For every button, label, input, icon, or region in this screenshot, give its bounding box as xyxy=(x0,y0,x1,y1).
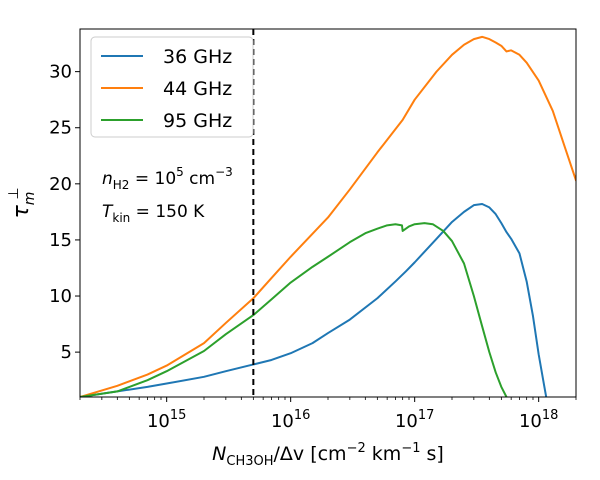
series-line-95-ghz xyxy=(80,222,508,397)
annotations: nH2 = 105 cm−3 Tkin = 150 K xyxy=(102,165,233,225)
legend-label: 36 GHz xyxy=(163,46,232,68)
y-tick-label: 20 xyxy=(49,174,72,195)
x-tick-label: 1016 xyxy=(271,408,310,432)
y-tick-label: 10 xyxy=(49,286,72,307)
y-tick-label: 25 xyxy=(49,118,72,139)
x-axis-title: NCH3OH/Δv [cm−2 km−1 s] xyxy=(212,441,444,469)
y-axis-title: τm⊥ xyxy=(6,187,38,218)
legend-label: 44 GHz xyxy=(163,78,232,100)
y-tick-label: 30 xyxy=(49,62,72,83)
density-annotation: nH2 = 105 cm−3 xyxy=(102,165,233,192)
series-line-36-ghz xyxy=(80,203,548,397)
legend-box xyxy=(90,36,254,138)
x-tick-label: 1017 xyxy=(395,408,434,432)
legend: 36 GHz 44 GHz 95 GHz xyxy=(90,36,254,138)
x-tick-label: 1015 xyxy=(147,408,186,432)
temperature-annotation: Tkin = 150 K xyxy=(102,202,205,225)
legend-label: 95 GHz xyxy=(163,110,232,132)
y-tick-label: 15 xyxy=(49,230,72,251)
y-tick-label: 5 xyxy=(61,342,72,363)
x-tick-label: 1018 xyxy=(519,408,558,432)
series-line-44-ghz xyxy=(80,35,576,397)
